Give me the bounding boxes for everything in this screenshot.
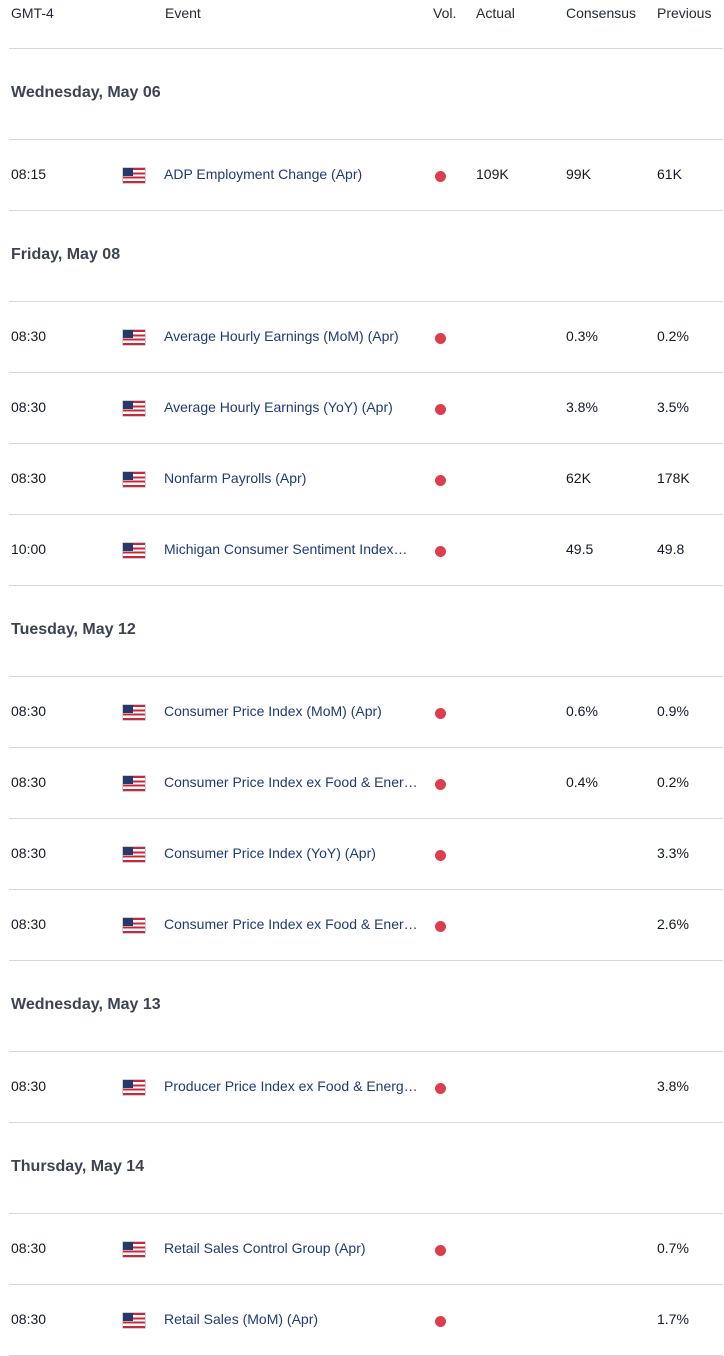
previous-value: 2.6% — [657, 916, 689, 932]
event-time: 08:30 — [11, 703, 47, 719]
consensus-value: 0.4% — [566, 774, 598, 790]
us-flag-icon — [123, 847, 145, 862]
high-volatility-icon — [435, 1316, 446, 1327]
event-column-header: Event — [165, 5, 201, 21]
previous-value: 0.9% — [657, 703, 689, 719]
us-flag-icon — [123, 1313, 145, 1328]
high-volatility-icon — [435, 171, 446, 182]
day-group-header: Wednesday, May 13 — [9, 961, 723, 1052]
previous-value: 0.2% — [657, 774, 689, 790]
high-volatility-icon — [435, 475, 446, 486]
event-row[interactable]: 08:15 ADP Employment Change (Apr) 109K 99K 6… — [9, 140, 723, 211]
previous-value: 1.7% — [657, 1311, 689, 1327]
high-volatility-icon — [435, 546, 446, 557]
volatility-column-header: Vol. — [433, 5, 457, 21]
day-group-header: Tuesday, May 12 — [9, 586, 723, 677]
event-name-link[interactable]: Consumer Price Index (MoM) (Apr) — [164, 703, 382, 719]
us-flag-icon — [123, 401, 145, 416]
event-time: 08:30 — [11, 845, 47, 861]
event-row[interactable]: 08:30 Producer Price Index ex Food & Ener… — [9, 1052, 723, 1123]
previous-value: 0.7% — [657, 1240, 689, 1256]
previous-column-header: Previous — [657, 5, 712, 21]
event-row[interactable]: 08:30 Retail Sales (MoM) (Apr) 1.7% — [9, 1285, 723, 1356]
event-row[interactable]: 08:30 Consumer Price Index ex Food & Ener… — [9, 890, 723, 961]
event-row[interactable]: 08:30 Average Hourly Earnings (YoY) (Apr)… — [9, 373, 723, 444]
previous-value: 178K — [657, 470, 690, 486]
us-flag-icon — [123, 168, 145, 183]
previous-value: 61K — [657, 166, 682, 182]
event-time: 08:30 — [11, 1240, 47, 1256]
timezone-header[interactable]: GMT-4 — [11, 5, 54, 21]
event-name-link[interactable]: Average Hourly Earnings (MoM) (Apr) — [164, 328, 399, 344]
high-volatility-icon — [435, 779, 446, 790]
event-name-link[interactable]: Retail Sales (MoM) (Apr) — [164, 1311, 319, 1327]
previous-value: 3.3% — [657, 845, 689, 861]
us-flag-icon — [123, 543, 145, 558]
calendar-header: GMT-4 Event Vol. Actual Consensus Previo… — [9, 0, 723, 49]
us-flag-icon — [123, 1242, 145, 1257]
event-name-link[interactable]: Average Hourly Earnings (YoY) (Apr) — [164, 399, 393, 415]
day-label: Wednesday, May 13 — [11, 996, 161, 1013]
high-volatility-icon — [435, 333, 446, 344]
event-row[interactable]: 08:30 Average Hourly Earnings (MoM) (Apr)… — [9, 302, 723, 373]
event-name-link[interactable]: Producer Price Index ex Food & Energ… — [164, 1078, 418, 1094]
high-volatility-icon — [435, 708, 446, 719]
event-row[interactable]: 08:30 Retail Sales Control Group (Apr) 0.7… — [9, 1214, 723, 1285]
event-time: 08:15 — [11, 166, 47, 182]
us-flag-icon — [123, 330, 145, 345]
high-volatility-icon — [435, 1083, 446, 1094]
event-name-link[interactable]: Nonfarm Payrolls (Apr) — [164, 470, 307, 486]
day-group-header: Thursday, May 14 — [9, 1123, 723, 1214]
us-flag-icon — [123, 705, 145, 720]
actual-column-header: Actual — [476, 5, 515, 21]
actual-value: 109K — [476, 166, 509, 182]
us-flag-icon — [123, 918, 145, 933]
consensus-value: 0.3% — [566, 328, 598, 344]
us-flag-icon — [123, 776, 145, 791]
event-name-link[interactable]: Consumer Price Index ex Food & Ener… — [164, 916, 418, 932]
event-name-link[interactable]: ADP Employment Change (Apr) — [164, 166, 363, 182]
day-label: Tuesday, May 12 — [11, 621, 136, 638]
day-label: Wednesday, May 06 — [11, 84, 161, 101]
previous-value: 49.8 — [657, 541, 685, 557]
consensus-value: 99K — [566, 166, 591, 182]
event-time: 08:30 — [11, 916, 47, 932]
event-time: 08:30 — [11, 470, 47, 486]
us-flag-icon — [123, 1080, 145, 1095]
us-flag-icon — [123, 472, 145, 487]
consensus-column-header: Consensus — [566, 5, 637, 21]
high-volatility-icon — [435, 404, 446, 415]
event-time: 08:30 — [11, 399, 47, 415]
consensus-value: 3.8% — [566, 399, 598, 415]
event-row[interactable]: 08:30 Consumer Price Index (MoM) (Apr) 0.6… — [9, 677, 723, 748]
high-volatility-icon — [435, 850, 446, 861]
event-time: 10:00 — [11, 541, 47, 557]
day-group-header: Wednesday, May 06 — [9, 49, 723, 140]
event-name-link[interactable]: Consumer Price Index (YoY) (Apr) — [164, 845, 376, 861]
consensus-value: 49.5 — [566, 541, 594, 557]
previous-value: 0.2% — [657, 328, 689, 344]
day-label: Friday, May 08 — [11, 246, 121, 263]
event-name-link[interactable]: Consumer Price Index ex Food & Ener… — [164, 774, 418, 790]
event-name-link[interactable]: Michigan Consumer Sentiment Index… — [164, 541, 408, 557]
previous-value: 3.8% — [657, 1078, 689, 1094]
event-time: 08:30 — [11, 774, 47, 790]
event-name-link[interactable]: Retail Sales Control Group (Apr) — [164, 1240, 366, 1256]
consensus-value: 0.6% — [566, 703, 598, 719]
high-volatility-icon — [435, 921, 446, 932]
event-row[interactable]: 08:30 Consumer Price Index ex Food & Ener… — [9, 748, 723, 819]
event-time: 08:30 — [11, 328, 47, 344]
event-time: 08:30 — [11, 1311, 47, 1327]
day-label: Thursday, May 14 — [11, 1158, 145, 1175]
previous-value: 3.5% — [657, 399, 689, 415]
day-group-header: Friday, May 08 — [9, 211, 723, 302]
event-row[interactable]: 08:30 Nonfarm Payrolls (Apr) 62K 178K — [9, 444, 723, 515]
calendar-table: Wednesday, May 06 08:15 ADP Employment Cha… — [9, 49, 723, 1356]
event-row[interactable]: 10:00 Michigan Consumer Sentiment Index… 4… — [9, 515, 723, 586]
consensus-value: 62K — [566, 470, 591, 486]
event-row[interactable]: 08:30 Consumer Price Index (YoY) (Apr) 3.3… — [9, 819, 723, 890]
event-time: 08:30 — [11, 1078, 47, 1094]
high-volatility-icon — [435, 1245, 446, 1256]
